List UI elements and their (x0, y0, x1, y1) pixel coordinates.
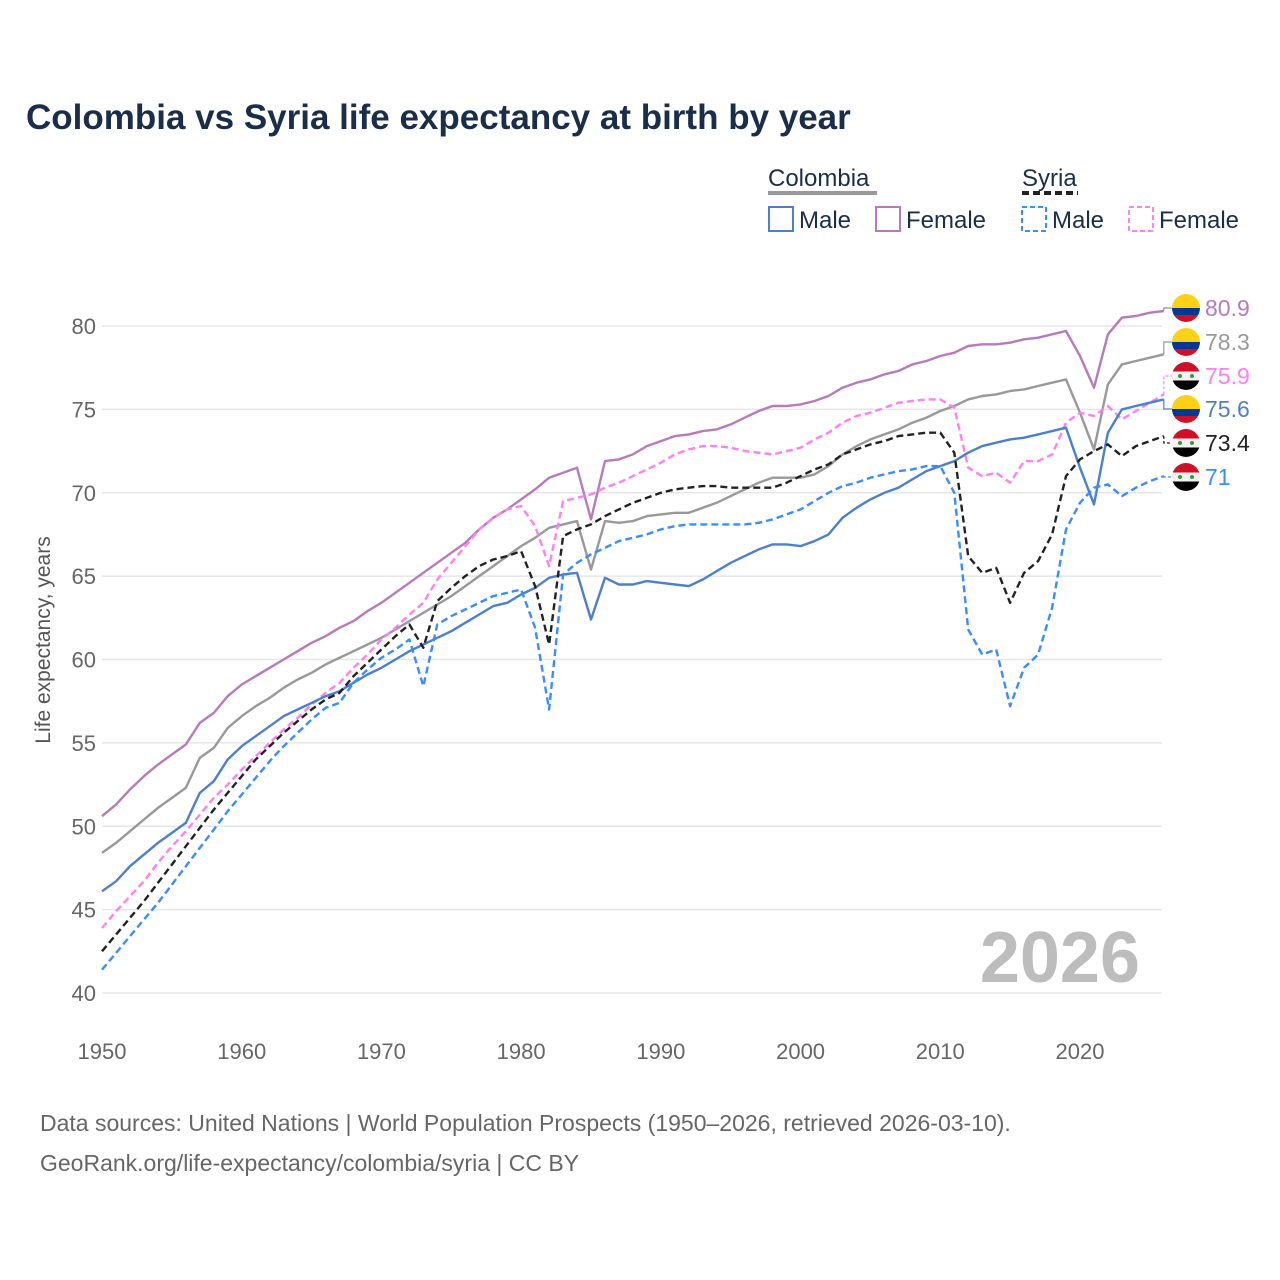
y-tick-label: 70 (72, 481, 96, 506)
series-lines (101, 309, 1165, 971)
y-tick-label: 45 (72, 898, 96, 923)
colombia-flag-icon (1172, 294, 1200, 322)
end-label-syria-total: 73.4 (1163, 429, 1250, 457)
x-tick-label: 1990 (636, 1039, 685, 1064)
grid (102, 325, 1162, 994)
y-tick-label: 60 (72, 648, 96, 673)
series-line-syria-female (101, 393, 1165, 929)
series-line-colombia-male (101, 398, 1165, 893)
end-value: 71 (1205, 464, 1231, 490)
legend-colombia-male-label: Male (799, 207, 851, 234)
leader-line (1163, 436, 1172, 444)
series-line-syria-total (101, 431, 1165, 953)
syria-flag-icon (1172, 362, 1200, 390)
y-tick-label: 65 (72, 564, 96, 589)
x-axis-ticks: 1950 1960 1970 1980 1990 2000 2010 2020 (78, 1039, 1105, 1064)
legend: Colombia Syria Male Female Male Female (768, 165, 1239, 234)
y-tick-label: 80 (72, 314, 96, 339)
y-axis-label: Life expectancy, years (32, 536, 55, 743)
x-tick-label: 2000 (776, 1039, 825, 1064)
year-watermark: 2026 (980, 918, 1140, 998)
footer-link: GeoRank.org/life-expectancy/colombia/syr… (40, 1150, 579, 1176)
legend-syria-female-label: Female (1159, 207, 1239, 234)
end-label-colombia-male: 75.6 (1163, 395, 1250, 423)
series-line-colombia-total (101, 353, 1165, 854)
legend-colombia-female-label: Female (906, 207, 986, 234)
leader-line (1163, 341, 1172, 355)
end-label-colombia-female: 80.9 (1163, 294, 1250, 322)
x-tick-label: 1960 (217, 1039, 266, 1064)
legend-colombia-label: Colombia (768, 165, 870, 192)
end-value: 73.4 (1205, 430, 1250, 456)
x-tick-label: 2010 (916, 1039, 965, 1064)
syria-flag-icon (1172, 463, 1200, 491)
end-label-colombia-total: 78.3 (1163, 328, 1250, 356)
leader-line (1163, 476, 1172, 478)
x-tick-label: 1970 (357, 1039, 406, 1064)
x-tick-label: 1980 (497, 1039, 546, 1064)
series-line-syria-male (101, 464, 1165, 971)
leader-line (1163, 307, 1172, 311)
legend-syria-female-swatch (1128, 206, 1154, 232)
x-tick-label: 2020 (1056, 1039, 1105, 1064)
x-tick-label: 1950 (78, 1039, 127, 1064)
leader-line (1163, 399, 1172, 410)
end-label-syria-male: 71 (1163, 463, 1231, 491)
chart-title: Colombia vs Syria life expectancy at bir… (26, 98, 851, 137)
end-labels: 80.9 78.3 75.9 75.6 73.4 71 (1163, 294, 1250, 491)
y-axis-ticks: 40 45 50 55 60 65 70 75 80 (72, 314, 96, 1006)
y-tick-label: 75 (72, 397, 96, 422)
y-tick-label: 55 (72, 731, 96, 756)
end-value: 75.9 (1205, 363, 1250, 389)
y-tick-label: 40 (72, 981, 96, 1006)
legend-syria-label: Syria (1022, 165, 1077, 192)
footer-sources: Data sources: United Nations | World Pop… (40, 1110, 1011, 1136)
leader-line (1163, 375, 1172, 395)
legend-colombia-female-swatch (875, 206, 901, 232)
colombia-flag-icon (1172, 395, 1200, 423)
legend-syria-male-swatch (1021, 206, 1047, 232)
end-value: 78.3 (1205, 329, 1250, 355)
end-label-syria-female: 75.9 (1163, 362, 1250, 395)
series-line-colombia-female (101, 309, 1164, 818)
legend-syria-male-label: Male (1052, 207, 1104, 234)
legend-colombia-male-swatch (768, 206, 794, 232)
syria-flag-icon (1172, 429, 1200, 457)
end-value: 80.9 (1205, 295, 1250, 321)
end-value: 75.6 (1205, 396, 1250, 422)
colombia-flag-icon (1172, 328, 1200, 356)
y-tick-label: 50 (72, 814, 96, 839)
